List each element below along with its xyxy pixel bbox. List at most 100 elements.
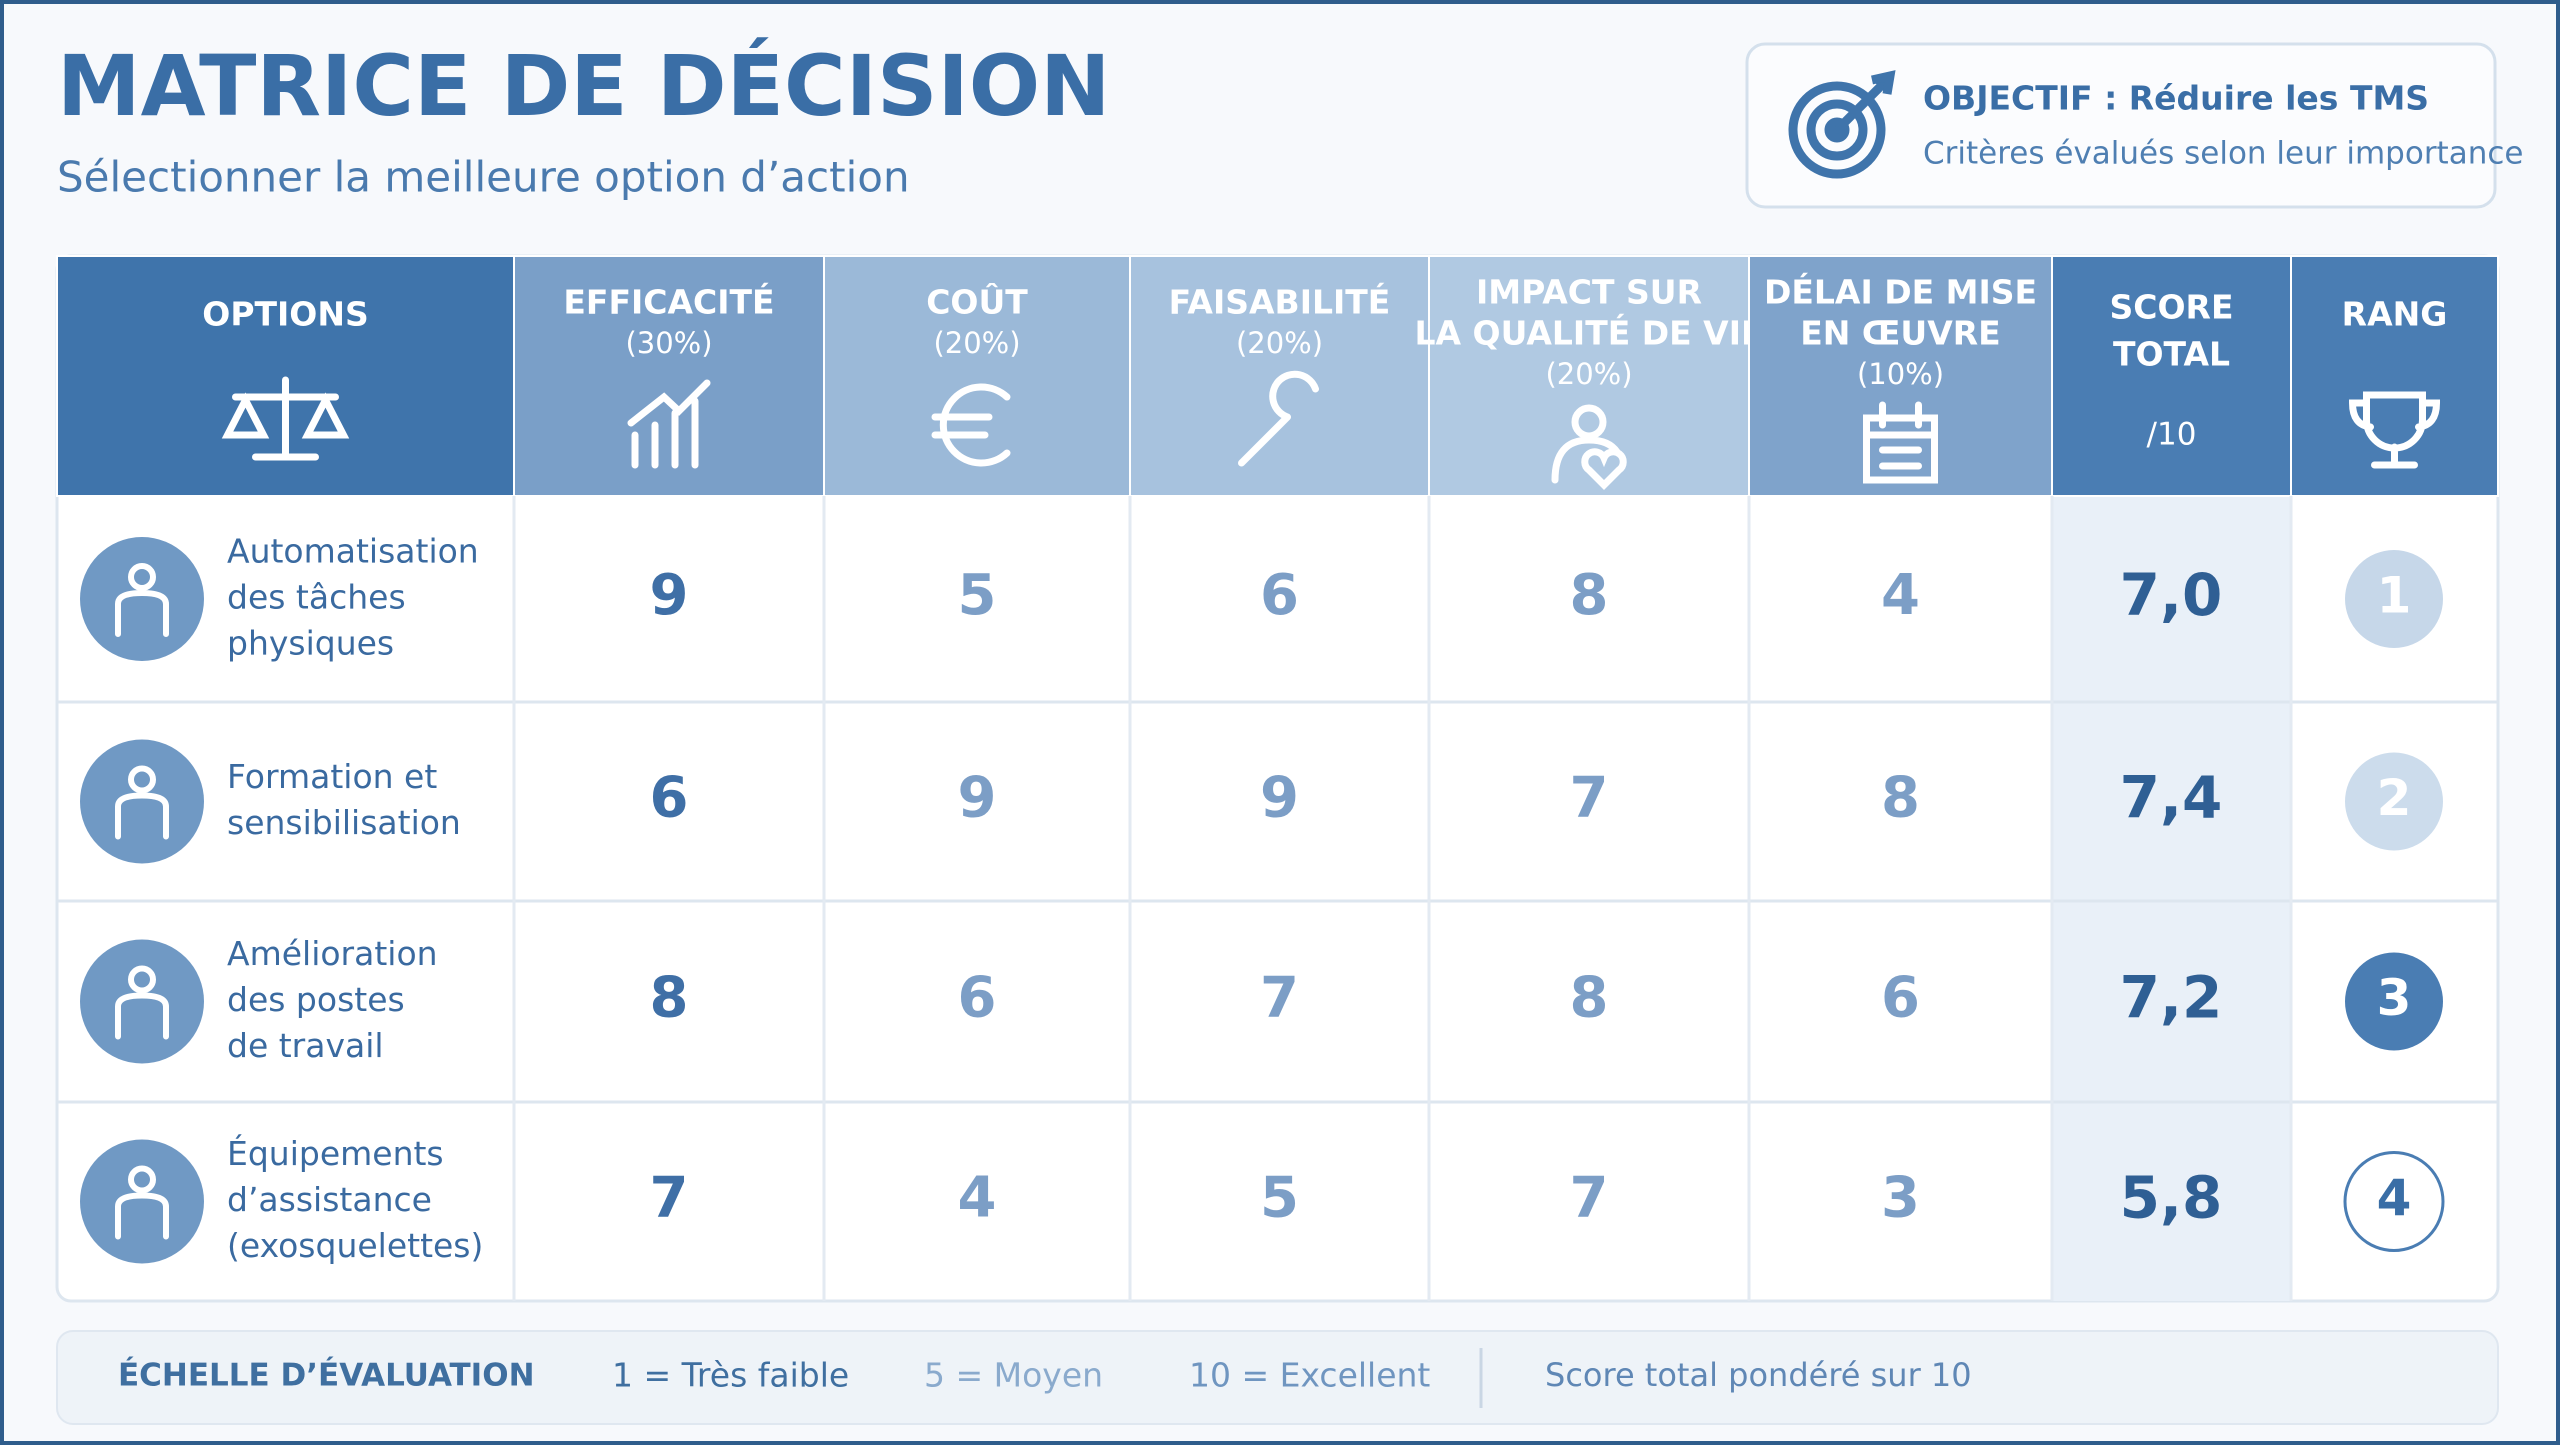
score-value: 5: [1260, 1166, 1299, 1231]
score-value: 9: [650, 563, 689, 628]
header-cell: [823, 255, 1131, 497]
option-label: Automatisation: [227, 532, 479, 571]
option-glyph: [115, 765, 169, 840]
score-value: 9: [958, 766, 997, 831]
icon-shape: [1863, 401, 1938, 484]
header-label: FAISABILITÉ: [1169, 282, 1391, 322]
glyph-part: [128, 1165, 156, 1194]
option-glyph: [115, 965, 169, 1040]
option-label: (exosquelettes): [227, 1226, 483, 1265]
title: MATRICE DE DÉCISION: [57, 37, 1110, 135]
score-value: 6: [958, 966, 997, 1031]
total-score: 7,2: [2120, 964, 2223, 1032]
header-icon: [1238, 370, 1319, 467]
glyph-part: [128, 965, 156, 994]
header-label: DÉLAI DE MISE: [1764, 272, 2037, 312]
icon-shape: [931, 383, 1011, 467]
rank-value: 3: [2377, 969, 2412, 1027]
score-value: 9: [1260, 766, 1299, 831]
header-icon: [931, 383, 1011, 467]
header-label: OPTIONS: [202, 295, 368, 334]
option-label: de travail: [227, 1026, 384, 1065]
target-icon: [1788, 70, 1896, 179]
header-icon: [2348, 391, 2441, 469]
score-value: 4: [1881, 563, 1920, 628]
subtitle: Sélectionner la meilleure option d’actio…: [57, 153, 910, 202]
header-label: COÛT: [926, 282, 1028, 322]
option-label: d’assistance: [227, 1180, 432, 1219]
icon-shape: [1551, 436, 1627, 490]
score-value: 7: [1570, 1166, 1609, 1231]
header-icon: [221, 376, 350, 461]
header-label: RANG: [2342, 295, 2448, 334]
option-label: Amélioration: [227, 934, 438, 973]
glyph-part: [115, 792, 169, 840]
header-unit: /10: [2147, 417, 2197, 453]
score-value: 6: [1260, 563, 1299, 628]
icon-shape: [221, 376, 350, 461]
header-label: EFFICACITÉ: [563, 282, 774, 322]
score-value: 7: [1260, 966, 1299, 1031]
glyph-part: [115, 589, 169, 637]
icon-shape: [1571, 404, 1607, 440]
rank-badge: [2345, 550, 2443, 648]
option-label: sensibilisation: [227, 803, 461, 842]
header-icon: [1551, 404, 1627, 490]
option-glyph: [115, 563, 169, 637]
option-label: Équipements: [227, 1133, 444, 1173]
header-weight: (30%): [625, 326, 712, 360]
icon-shape: [2348, 391, 2441, 469]
header-label: TOTAL: [2113, 335, 2230, 374]
rank-badge: [2343, 1151, 2445, 1252]
scale-item: 5 = Moyen: [924, 1356, 1103, 1395]
score-value: 8: [1570, 563, 1609, 628]
scale-item: 10 = Excellent: [1189, 1356, 1430, 1395]
total-score: 7,0: [2120, 561, 2223, 629]
option-icon: [80, 1139, 204, 1264]
glyph-part: [128, 563, 156, 591]
option-label: physiques: [227, 624, 394, 663]
glyph-part: [115, 1192, 169, 1240]
rank-value: 4: [2377, 1169, 2412, 1227]
objective-text: Critères évalués selon leur importance: [1923, 136, 2523, 172]
rank-value: 2: [2377, 769, 2412, 827]
header-label: IMPACT SUR: [1476, 273, 1702, 312]
option-label: des tâches: [227, 578, 406, 617]
scale-title: ÉCHELLE D’ÉVALUATION: [118, 1358, 535, 1394]
header-cell: [1748, 255, 2053, 497]
header-weight: (10%): [1857, 357, 1944, 391]
score-value: 7: [1570, 766, 1609, 831]
score-value: 6: [650, 766, 689, 831]
objective-title: OBJECTIF : Réduire les TMS: [1923, 79, 2429, 118]
header-cell: [513, 255, 825, 497]
score-value: 7: [650, 1166, 689, 1231]
header-icon: [627, 379, 711, 469]
icon-shape: [627, 379, 711, 469]
glyph-part: [128, 765, 156, 794]
icon-shape: [1238, 370, 1319, 467]
score-value: 3: [1881, 1166, 1920, 1231]
rank-badge: [2345, 752, 2443, 851]
header-weight: (20%): [933, 326, 1020, 360]
rank-value: 1: [2377, 567, 2412, 625]
option-label: Formation et: [227, 757, 437, 796]
header-cell: [2051, 255, 2292, 497]
scale-item: 1 = Très faible: [612, 1356, 849, 1395]
scale-box: [56, 1330, 2499, 1425]
header-weight: (20%): [1236, 326, 1323, 360]
option-icon: [80, 939, 204, 1064]
rank-badge: [2345, 952, 2443, 1051]
objective-box: [1745, 42, 2497, 209]
glyph-part: [115, 992, 169, 1040]
option-glyph: [115, 1165, 169, 1240]
score-column-bg: [2052, 496, 2291, 1301]
header-label: LA QUALITÉ DE VIE: [1414, 313, 1763, 353]
total-score: 7,4: [2120, 764, 2223, 832]
score-value: 8: [650, 966, 689, 1031]
option-icon: [80, 739, 204, 864]
score-value: 4: [958, 1166, 997, 1231]
header-weight: (20%): [1545, 357, 1632, 391]
score-value: 5: [958, 563, 997, 628]
option-label: des postes: [227, 980, 405, 1019]
